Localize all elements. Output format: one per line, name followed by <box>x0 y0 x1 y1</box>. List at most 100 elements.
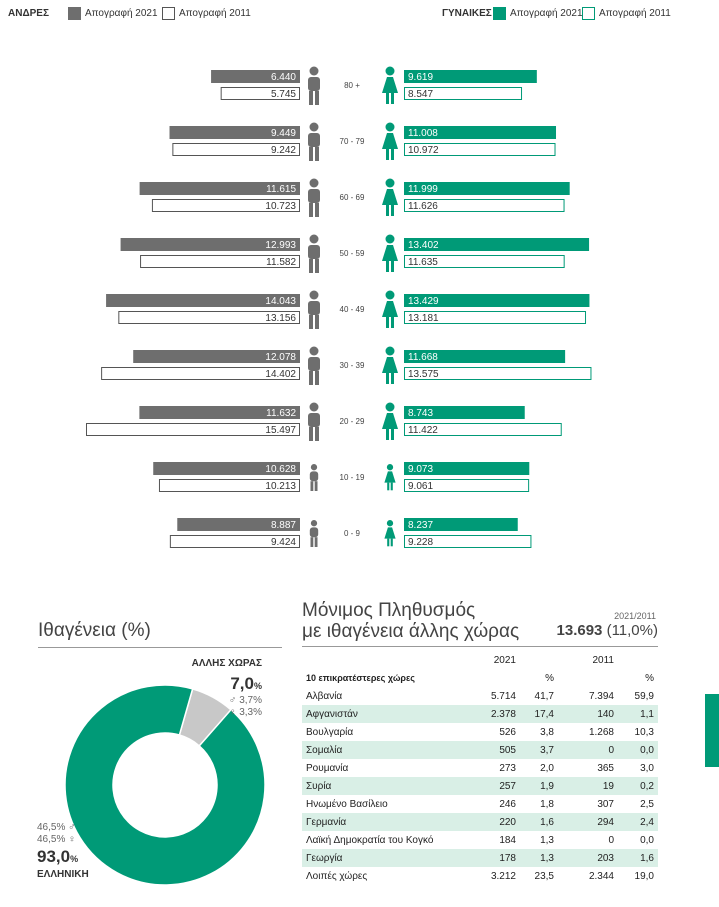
man-icon <box>308 346 320 385</box>
table-cell-p2021: 1,3 <box>520 849 558 867</box>
greek-pct-sign: % <box>70 854 79 864</box>
table-row: Ηνωμένο Βασίλειο 246 1,8 307 2,5 <box>302 795 658 813</box>
other-country-male: ♂ 3,7% <box>228 695 262 706</box>
table-cell-p2021: 1,9 <box>520 777 558 795</box>
bar-men-2021 <box>177 518 300 531</box>
table-cell-v2021: 526 <box>499 726 516 738</box>
bar-women-2021 <box>404 294 590 307</box>
bar-women-2011 <box>404 311 587 324</box>
woman-icon <box>382 346 398 384</box>
table-cell-country: Λοιπές χώρες <box>306 870 368 882</box>
legend-women-2011-label: Απογραφή 2011 <box>599 8 671 19</box>
bar-label-men-2011: 14.402 <box>265 369 296 380</box>
table-cell-v2011: 7.394 <box>588 690 614 702</box>
bar-women-2021 <box>404 70 537 83</box>
other-country-female: ♀ 3,3% <box>228 707 262 718</box>
table-body: Αλβανία 5.714 41,7 7.394 59,9 Αφγανιστάν 2.378… <box>302 687 658 885</box>
legend-men-2011-label: Απογραφή 2011 <box>179 8 251 19</box>
bar-women-2011 <box>404 535 532 548</box>
nationality-donut-chart <box>64 684 266 886</box>
table-row: Αλβανία 5.714 41,7 7.394 59,9 <box>302 687 658 705</box>
table-row: Αφγανιστάν 2.378 17,4 140 1,1 <box>302 705 658 723</box>
table-header-pct-2021: % <box>545 672 554 684</box>
bar-women-2021 <box>404 406 525 419</box>
table-cell-p2011: 1,6 <box>618 849 658 867</box>
bar-label-men-2021: 12.078 <box>265 352 296 363</box>
woman-icon <box>382 234 398 272</box>
bar-label-men-2021: 12.993 <box>265 240 296 251</box>
age-group-label: 50 - 59 <box>340 249 365 258</box>
table-subheader-blank <box>462 669 520 687</box>
legend-swatch-men-2011 <box>162 7 175 20</box>
table-cell-v2011: 140 <box>558 705 618 723</box>
bar-men-2011 <box>140 255 300 268</box>
table-cell-p2011: 1,1 <box>618 705 658 723</box>
bar-men-2021 <box>139 406 300 419</box>
bar-label-men-2021: 14.043 <box>265 296 296 307</box>
bar-men-2011 <box>151 199 300 212</box>
table-cell-country: Λαϊκή Δημοκρατία του Κογκό <box>306 834 434 846</box>
table-cell-p2011: 2,4 <box>618 813 658 831</box>
bar-men-2011 <box>169 535 300 548</box>
table-cell-p2021: 1,8 <box>540 798 554 810</box>
bar-label-men-2021: 11.632 <box>266 408 296 419</box>
bar-women-2011 <box>404 479 530 492</box>
age-group-label: 70 - 79 <box>340 137 365 146</box>
man-icon <box>308 402 320 441</box>
table-cell-v2021: 184 <box>499 834 516 846</box>
bar-men-2011 <box>101 367 301 380</box>
bar-label-women-2011: 11.626 <box>408 201 438 212</box>
age-group-label: 10 - 19 <box>340 473 365 482</box>
age-group-label: 30 - 39 <box>340 361 365 370</box>
legend-men-2021-label: Απογραφή 2021 <box>85 8 158 19</box>
bar-label-women-2011: 11.635 <box>408 257 438 268</box>
bar-label-men-2021: 11.615 <box>266 184 296 195</box>
bar-men-2011 <box>158 479 300 492</box>
age-group-label: 20 - 29 <box>340 417 365 426</box>
bar-label-women-2011: 8.547 <box>408 89 433 100</box>
bar-men-2021 <box>139 182 300 195</box>
elderly-man-icon <box>308 66 320 105</box>
table-header-2011: 2011 <box>592 654 614 666</box>
table-cell-v2021: 220 <box>462 813 520 831</box>
greek-label: ΕΛΛΗΝΙΚΗ <box>37 869 89 880</box>
table-header-blank-2 <box>520 651 558 669</box>
table-cell-v2021: 246 <box>499 798 516 810</box>
bar-women-2021 <box>404 182 570 195</box>
bar-label-men-2011: 9.424 <box>271 537 296 548</box>
table-header-2021: 2021 <box>493 654 516 666</box>
table-period: 2021/2011 <box>614 611 656 621</box>
table-cell-p2021: 41,7 <box>534 690 554 702</box>
bar-men-2021 <box>133 350 300 363</box>
population-pyramid-chart: 6.440 5.745 9.619 8.547 80 + 9.449 9.242 11.008… <box>86 66 592 548</box>
bar-label-women-2011: 13.181 <box>408 313 439 324</box>
bar-women-2011 <box>404 143 556 156</box>
greek-male: 46,5% ♂ <box>37 822 76 833</box>
table-title-line1: Μόνιμος Πληθυσμός <box>302 600 476 621</box>
bar-label-women-2011: 9.228 <box>408 537 433 548</box>
legend-women-label: ΓΥΝΑΙΚΕΣ <box>442 8 492 19</box>
table-cell-v2011: 365 <box>597 762 614 774</box>
bar-men-2021 <box>211 70 300 83</box>
table-total: 13.693 (11,0%) <box>520 622 658 639</box>
bar-label-women-2021: 13.429 <box>408 296 439 307</box>
bar-label-women-2021: 11.668 <box>408 352 438 363</box>
table-cell-country: Αφγανιστάν <box>302 705 462 723</box>
woman-icon <box>382 178 398 216</box>
bar-men-2011 <box>220 87 300 100</box>
other-country-value: 7,0% <box>170 674 262 694</box>
table-cell-p2021: 2,0 <box>540 762 554 774</box>
table-cell-country: Ρουμανία <box>306 762 349 774</box>
bar-women-2021 <box>404 350 566 363</box>
legend-swatch-men-2021 <box>68 7 81 20</box>
age-group-label: 40 - 49 <box>340 305 365 314</box>
girl-icon <box>384 464 396 491</box>
table-row: Σομαλία 505 3,7 0 0,0 <box>302 741 658 759</box>
table-cell-p2021: 1,6 <box>520 813 558 831</box>
side-tab-marker <box>705 694 719 767</box>
table-header-pct-2011: % <box>645 672 654 684</box>
table-cell-p2011: 0,0 <box>640 834 654 846</box>
legend-women-2021-label: Απογραφή 2021 <box>510 8 583 19</box>
table-cell-p2021: 23,5 <box>534 870 554 882</box>
bar-men-2021 <box>120 238 300 251</box>
